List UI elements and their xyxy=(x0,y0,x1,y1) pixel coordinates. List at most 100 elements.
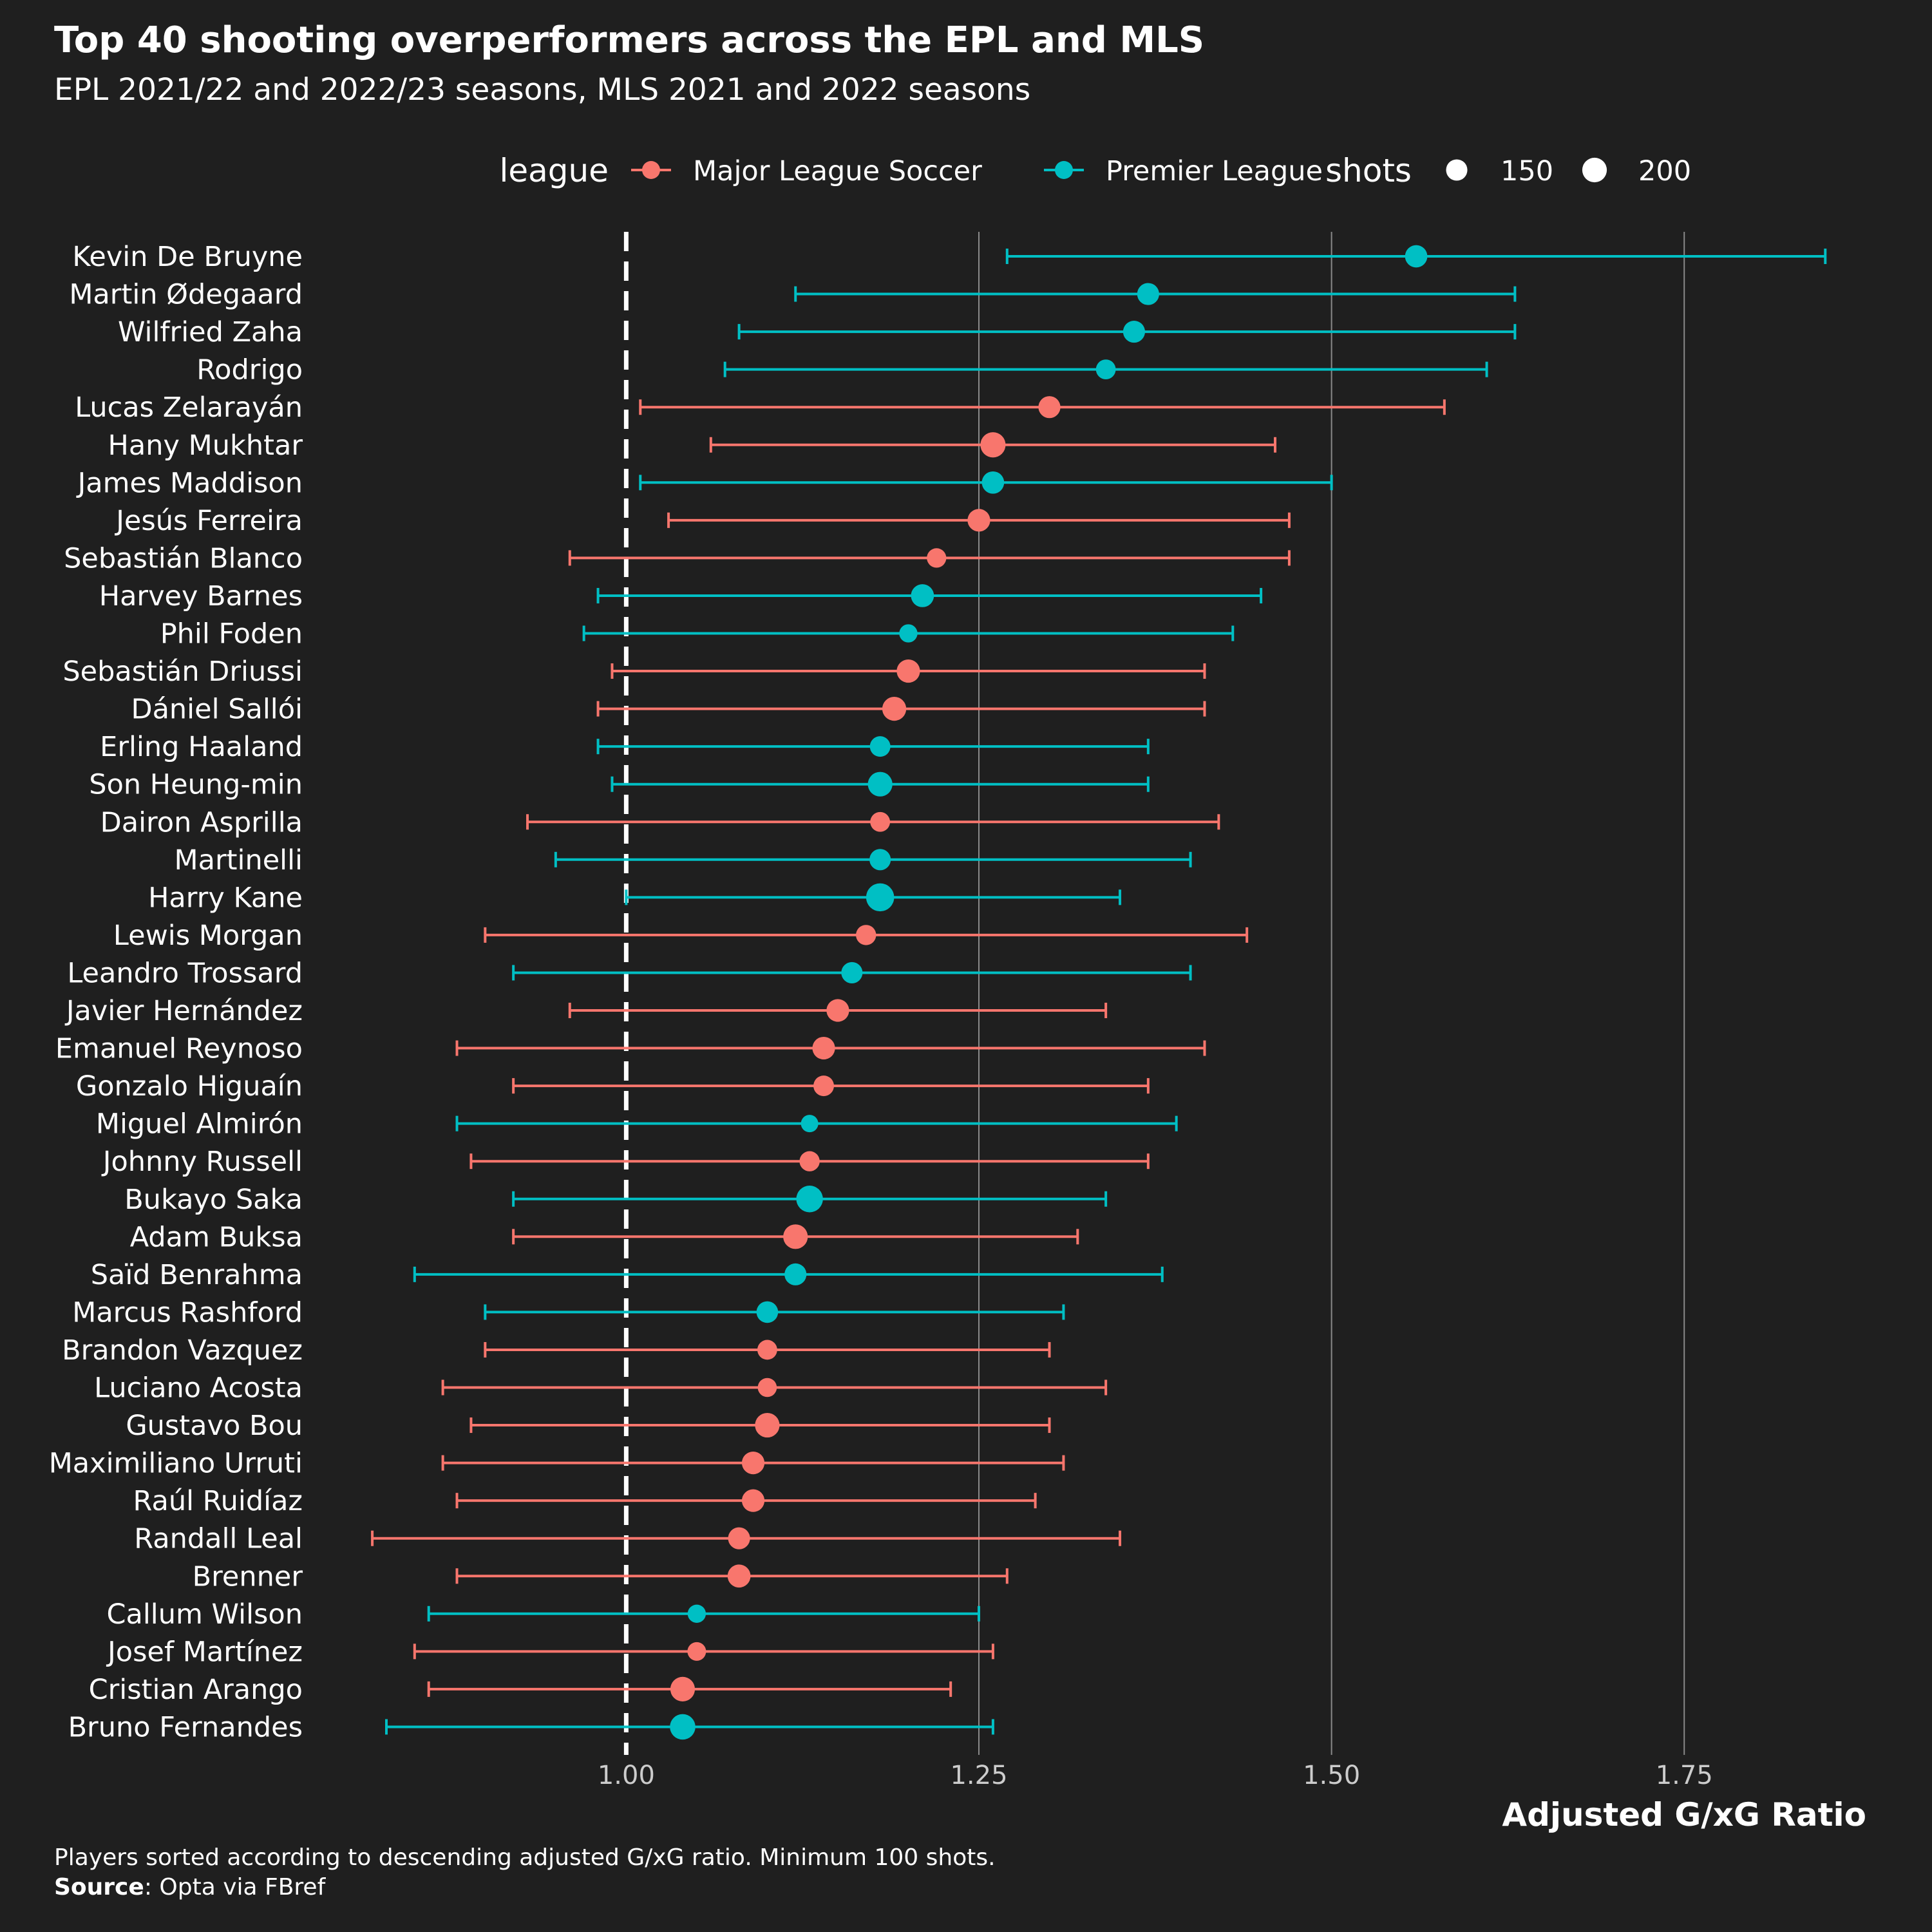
chart-caption: Players sorted according to descending a… xyxy=(54,1843,996,1902)
player-label: Jesús Ferreira xyxy=(114,505,303,537)
legend-dot xyxy=(1055,161,1073,179)
x-tick-label: 1.75 xyxy=(1656,1761,1713,1790)
player-label: Miguel Almirón xyxy=(96,1108,303,1141)
data-point xyxy=(670,1676,696,1701)
player-label: Dániel Sallói xyxy=(131,694,303,726)
player-label: Lewis Morgan xyxy=(113,920,303,952)
data-point xyxy=(756,1301,779,1323)
player-label: Harry Kane xyxy=(148,882,303,914)
chart-subtitle: EPL 2021/22 and 2022/23 seasons, MLS 202… xyxy=(54,72,1031,108)
data-point xyxy=(882,696,907,721)
player-label: Sebastián Blanco xyxy=(64,542,303,574)
data-point xyxy=(981,471,1005,494)
player-label: Javier Hernández xyxy=(64,995,303,1027)
x-axis-label: Adjusted G/xG Ratio xyxy=(1502,1796,1866,1833)
data-point xyxy=(899,624,918,643)
player-label: Luciano Acosta xyxy=(94,1372,303,1405)
data-point xyxy=(755,1412,780,1438)
data-point xyxy=(812,1036,835,1060)
data-point xyxy=(741,1451,765,1475)
caption-source-text: : Opta via FBref xyxy=(144,1874,326,1900)
data-point xyxy=(670,1714,696,1740)
player-label: Randall Leal xyxy=(134,1523,303,1555)
player-label: Josef Martínez xyxy=(106,1636,303,1668)
legend-size-title: shots xyxy=(1325,152,1412,189)
player-label: Martinelli xyxy=(175,844,303,876)
data-point xyxy=(687,1642,706,1661)
data-point xyxy=(757,1378,777,1397)
data-point xyxy=(727,1564,751,1588)
player-label: Brenner xyxy=(193,1560,303,1593)
legend-size-dot xyxy=(1446,159,1468,181)
data-point xyxy=(799,1151,820,1171)
data-point xyxy=(870,811,891,832)
data-point xyxy=(826,999,849,1022)
caption-source: Source: Opta via FBref xyxy=(54,1873,996,1902)
data-point xyxy=(866,883,895,912)
data-point xyxy=(927,548,947,568)
player-label: Phil Foden xyxy=(160,618,303,650)
data-point xyxy=(1095,359,1116,380)
data-point xyxy=(1405,245,1428,268)
player-label: Sebastián Driussi xyxy=(62,656,303,688)
data-point xyxy=(841,961,863,983)
data-point xyxy=(911,584,934,607)
player-label: Martin Ødegaard xyxy=(69,279,303,311)
player-label: Brandon Vazquez xyxy=(62,1334,303,1367)
data-point xyxy=(783,1224,808,1249)
player-label: James Maddison xyxy=(76,467,303,499)
data-point xyxy=(800,1115,819,1133)
data-point xyxy=(980,432,1006,458)
legend-size-dot xyxy=(1582,157,1607,183)
player-label: Emanuel Reynoso xyxy=(55,1033,303,1065)
caption-source-label: Source xyxy=(54,1874,144,1900)
player-label: Kevin De Bruyne xyxy=(72,241,303,273)
data-point xyxy=(1122,321,1146,343)
data-point xyxy=(1137,283,1159,305)
player-label: Saïd Benrahma xyxy=(91,1259,303,1291)
data-point xyxy=(896,659,920,683)
data-point xyxy=(813,1075,835,1097)
x-tick-label: 1.50 xyxy=(1303,1761,1360,1790)
player-label: Harvey Barnes xyxy=(99,580,303,612)
data-point xyxy=(1038,396,1061,419)
legend-dot xyxy=(642,161,660,179)
data-point xyxy=(867,772,893,797)
player-label: Lucas Zelarayán xyxy=(75,392,303,424)
player-label: Hany Mukhtar xyxy=(108,430,303,462)
player-label: Marcus Rashford xyxy=(72,1296,303,1329)
player-label: Bukayo Saka xyxy=(124,1184,303,1216)
player-label: Gustavo Bou xyxy=(126,1410,303,1442)
data-point xyxy=(869,849,891,871)
data-point xyxy=(728,1527,750,1549)
player-label: Bruno Fernandes xyxy=(68,1711,303,1743)
player-label: Johnny Russell xyxy=(101,1146,303,1178)
data-point xyxy=(784,1263,807,1285)
player-label: Gonzalo Higuaín xyxy=(76,1070,303,1103)
player-label: Son Heung-min xyxy=(89,769,303,801)
data-point xyxy=(757,1340,777,1360)
x-tick-label: 1.00 xyxy=(598,1761,655,1790)
player-label: Callum Wilson xyxy=(106,1598,303,1631)
caption-note: Players sorted according to descending a… xyxy=(54,1844,996,1871)
legend-label: Premier League xyxy=(1106,155,1323,187)
player-label: Leandro Trossard xyxy=(67,957,303,989)
data-point xyxy=(741,1489,765,1512)
data-point xyxy=(796,1186,823,1213)
legend-size-label: 200 xyxy=(1638,155,1691,187)
player-label: Dairon Asprilla xyxy=(100,806,303,838)
legend-size-label: 150 xyxy=(1501,155,1553,187)
data-point xyxy=(856,925,876,945)
player-label: Maximiliano Urruti xyxy=(49,1448,303,1480)
player-label: Adam Buksa xyxy=(130,1221,303,1253)
data-point xyxy=(687,1604,706,1623)
player-label: Rodrigo xyxy=(196,354,303,386)
legend-color-title: league xyxy=(500,152,609,189)
player-label: Erling Haaland xyxy=(100,731,303,763)
chart-svg: 1.00 1.25 1.50 1.75 Adjusted G/xG Ratio Kevin… xyxy=(49,152,1866,1833)
data-point xyxy=(967,509,990,532)
legend-label: Major League Soccer xyxy=(693,155,982,187)
player-label: Cristian Arango xyxy=(89,1674,303,1706)
player-label: Wilfried Zaha xyxy=(118,316,303,348)
data-point xyxy=(869,736,891,757)
